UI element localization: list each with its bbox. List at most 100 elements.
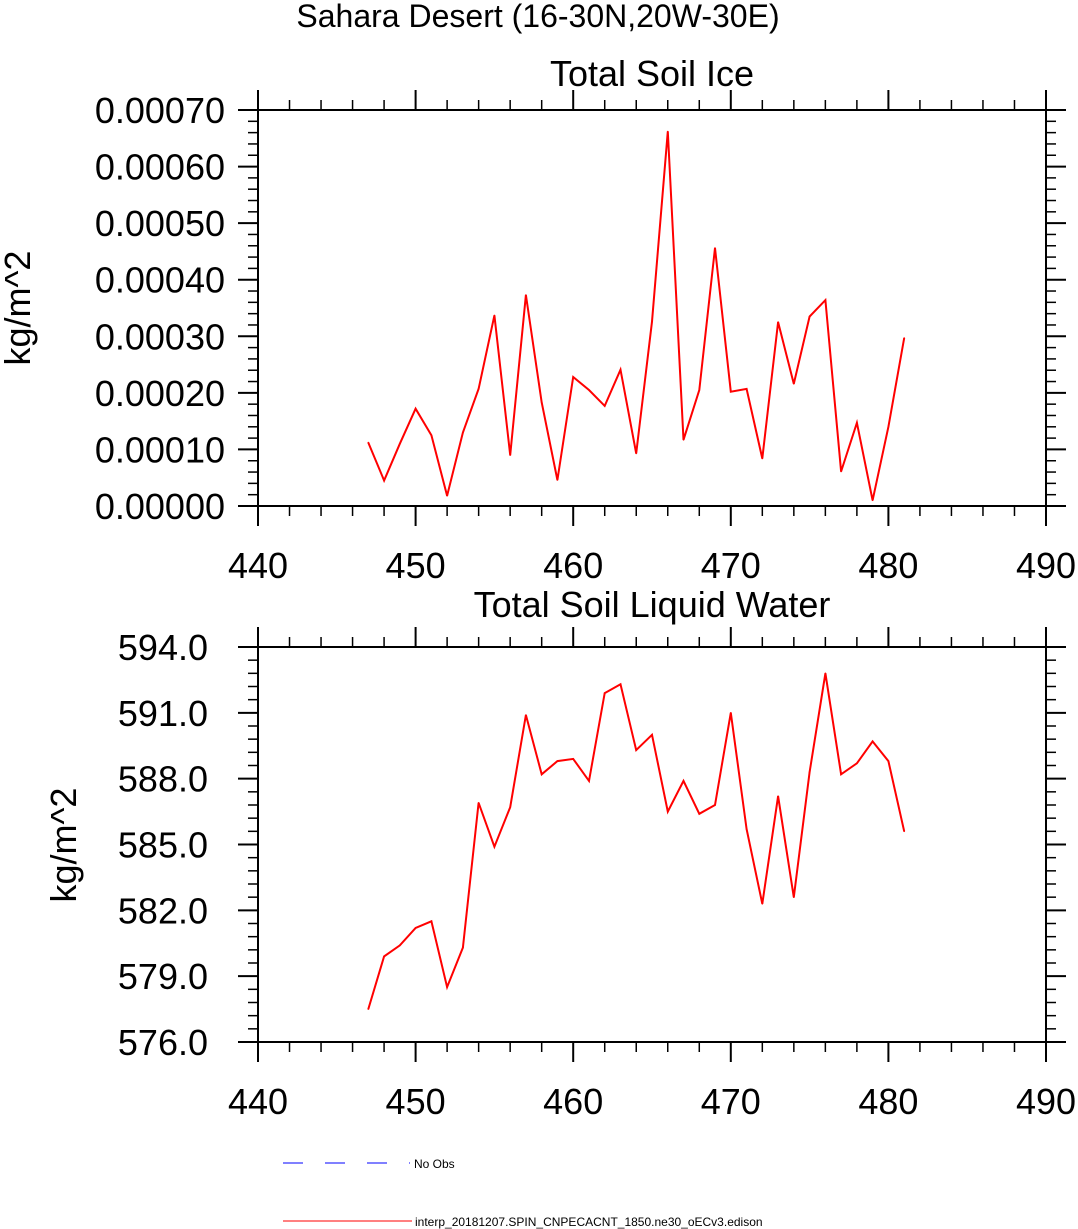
data-point bbox=[682, 439, 685, 441]
data-point bbox=[808, 315, 811, 318]
data-point bbox=[509, 454, 512, 456]
data-point bbox=[856, 762, 858, 765]
y-axis-label: kg/m^2 bbox=[43, 788, 84, 903]
data-point bbox=[430, 920, 433, 923]
data-point bbox=[477, 388, 480, 390]
data-point bbox=[745, 828, 748, 830]
data-point bbox=[840, 470, 842, 473]
x-tick-label: 440 bbox=[228, 545, 288, 586]
data-point bbox=[871, 740, 874, 743]
data-point bbox=[903, 337, 905, 339]
x-tick-label: 490 bbox=[1016, 545, 1076, 586]
figure-title: Sahara Desert (16-30N,20W-30E) bbox=[296, 0, 779, 34]
data-point bbox=[462, 431, 464, 434]
data-point bbox=[525, 294, 527, 296]
data-point bbox=[698, 813, 701, 815]
data-point bbox=[619, 368, 622, 371]
data-point bbox=[777, 321, 779, 323]
data-point bbox=[572, 758, 574, 760]
data-point bbox=[477, 802, 480, 804]
data-point bbox=[887, 760, 890, 762]
chart-title: Total Soil Ice bbox=[550, 53, 754, 94]
data-point bbox=[446, 986, 448, 988]
legend: No Obs interp_20181207.SPIN_CNPECACNT_18… bbox=[283, 1157, 763, 1229]
data-point bbox=[635, 749, 637, 751]
data-point bbox=[430, 434, 433, 437]
y-tick-label: 0.00070 bbox=[95, 90, 225, 131]
data-point bbox=[651, 320, 653, 323]
data-point bbox=[493, 845, 496, 848]
data-point bbox=[556, 479, 559, 481]
plot-frame bbox=[257, 109, 1047, 507]
data-point bbox=[414, 927, 417, 929]
data-point bbox=[556, 760, 559, 762]
y-axis-label: kg/m^2 bbox=[0, 251, 38, 366]
y-tick-label: 588.0 bbox=[118, 759, 208, 800]
data-point bbox=[383, 479, 385, 482]
data-point bbox=[540, 401, 543, 404]
data-point bbox=[856, 422, 858, 424]
data-point bbox=[462, 946, 464, 949]
x-tick-label: 450 bbox=[386, 545, 446, 586]
y-tick-label: 0.00060 bbox=[95, 147, 225, 188]
y-tick-label: 582.0 bbox=[118, 890, 208, 931]
panel-total-soil-ice: Total Soil Ice kg/m^2 440 450 460 470 480 490 0.… bbox=[0, 53, 1076, 586]
data-point bbox=[793, 896, 795, 898]
series-line bbox=[367, 131, 906, 501]
x-tick-label: 460 bbox=[543, 545, 603, 586]
y-tick-label: 579.0 bbox=[118, 956, 208, 997]
data-point bbox=[824, 299, 827, 301]
data-point bbox=[367, 441, 370, 444]
data-point bbox=[840, 773, 842, 776]
x-tick-label: 470 bbox=[701, 545, 761, 586]
data-point bbox=[887, 426, 890, 428]
data-point bbox=[824, 672, 827, 675]
data-point bbox=[588, 780, 590, 782]
x-tick-label: 450 bbox=[386, 1081, 446, 1122]
y-tick-label: 0.00010 bbox=[95, 429, 225, 470]
data-point bbox=[777, 795, 779, 797]
data-point bbox=[509, 806, 512, 808]
y-tick-label: 0.00020 bbox=[95, 373, 225, 414]
data-point bbox=[903, 830, 905, 833]
x-tick-label: 470 bbox=[701, 1081, 761, 1122]
data-point bbox=[399, 944, 401, 947]
data-point bbox=[399, 443, 401, 445]
data-point bbox=[446, 495, 448, 497]
data-point bbox=[651, 734, 653, 736]
data-point bbox=[761, 457, 764, 460]
data-point bbox=[667, 810, 669, 813]
data-point bbox=[493, 314, 496, 317]
data-point bbox=[745, 388, 748, 390]
data-point bbox=[871, 499, 874, 502]
data-point bbox=[367, 1008, 370, 1010]
data-point bbox=[525, 714, 527, 716]
data-point bbox=[603, 692, 606, 694]
x-tick-label: 490 bbox=[1016, 1081, 1076, 1122]
data-point bbox=[667, 130, 669, 133]
data-point bbox=[808, 771, 811, 773]
y-tick-label: 585.0 bbox=[118, 825, 208, 866]
data-point bbox=[714, 804, 716, 806]
legend-label-model: interp_20181207.SPIN_CNPECACNT_1850.ne30… bbox=[415, 1215, 763, 1229]
data-point bbox=[383, 955, 385, 958]
y-tick-label: 591.0 bbox=[118, 693, 208, 734]
y-tick-label: 0.00040 bbox=[95, 260, 225, 301]
data-point bbox=[682, 780, 685, 782]
y-tick-label: 0.00050 bbox=[95, 203, 225, 244]
data-point bbox=[619, 683, 622, 686]
data-point bbox=[730, 390, 732, 393]
y-tick-label: 594.0 bbox=[118, 627, 208, 668]
data-point bbox=[635, 452, 637, 455]
data-point bbox=[730, 712, 732, 714]
data-point bbox=[540, 773, 543, 776]
data-point bbox=[698, 389, 701, 391]
data-point bbox=[603, 405, 606, 407]
y-tick-label: 0.00030 bbox=[95, 316, 225, 357]
x-tick-label: 480 bbox=[858, 1081, 918, 1122]
x-tick-label: 460 bbox=[543, 1081, 603, 1122]
data-point bbox=[414, 407, 417, 410]
y-tick-label: 0.00000 bbox=[95, 486, 225, 527]
data-point bbox=[793, 383, 795, 385]
